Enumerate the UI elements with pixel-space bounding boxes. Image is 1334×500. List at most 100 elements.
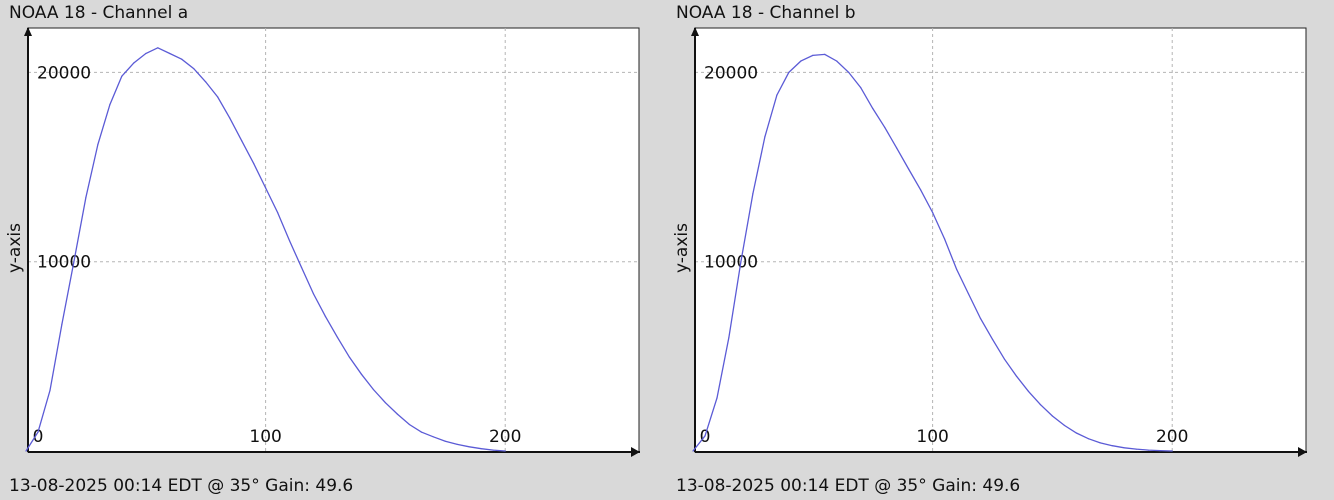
- data-point: [704, 435, 706, 437]
- data-point: [300, 266, 303, 268]
- data-point: [979, 317, 982, 320]
- data-point: [956, 268, 958, 270]
- data-point: [1159, 450, 1161, 452]
- data-point: [728, 336, 730, 338]
- data-point: [408, 423, 410, 426]
- data-point: [324, 316, 327, 318]
- data-point: [716, 397, 718, 399]
- data-point: [812, 54, 814, 57]
- data-point: [25, 450, 27, 452]
- data-point: [97, 143, 99, 145]
- x-tick-label: 0: [33, 427, 44, 447]
- data-point: [1063, 424, 1065, 426]
- data-point: [692, 450, 694, 452]
- y-tick-label: 20000: [37, 63, 91, 83]
- data-point: [1003, 358, 1006, 360]
- data-point: [860, 87, 862, 89]
- data-point: [109, 104, 111, 106]
- y-axis-arrow-icon: [691, 27, 699, 36]
- y-axis-label: y-axis: [5, 223, 25, 273]
- data-point: [145, 52, 147, 55]
- data-point: [384, 402, 386, 404]
- data-point: [1027, 390, 1030, 392]
- data-point: [1147, 449, 1149, 451]
- data-point: [848, 71, 850, 73]
- data-point: [967, 293, 970, 295]
- data-point: [265, 187, 267, 189]
- data-point: [504, 450, 506, 452]
- data-point: [157, 47, 159, 49]
- data-point: [432, 436, 434, 438]
- data-point: [788, 71, 790, 73]
- data-point: [312, 293, 315, 295]
- data-point: [420, 431, 422, 433]
- data-point: [193, 68, 195, 70]
- data-point: [1135, 448, 1137, 450]
- data-point: [372, 388, 374, 391]
- y-tick-label: 20000: [704, 63, 758, 83]
- data-point: [896, 147, 898, 149]
- data-point: [752, 193, 754, 195]
- data-point: [456, 443, 458, 445]
- data-point: [253, 162, 255, 164]
- data-point: [884, 126, 886, 128]
- data-point: [872, 107, 874, 109]
- data-point: [991, 338, 994, 340]
- y-axis-arrow-icon: [24, 27, 32, 36]
- data-point: [776, 94, 778, 96]
- data-point: [121, 75, 123, 77]
- data-point: [836, 60, 838, 62]
- chart-panel-a: NOAA 18 - Channel a 0 100 200 10000 20000 y-a…: [5, 3, 640, 496]
- y-axis-label: y-axis: [672, 223, 692, 273]
- x-axis-arrow-icon: [631, 447, 640, 457]
- data-point: [49, 389, 51, 391]
- chart-title: NOAA 18 - Channel b: [676, 3, 856, 23]
- data-point: [133, 62, 135, 64]
- data-point: [73, 261, 75, 263]
- data-point: [920, 189, 922, 191]
- chart-title: NOAA 18 - Channel a: [9, 3, 189, 23]
- data-point: [932, 211, 934, 214]
- y-tick-label: 10000: [37, 253, 91, 273]
- x-tick-label: 100: [249, 427, 281, 447]
- x-tick-label: 100: [916, 427, 948, 447]
- plot-background: [694, 27, 1307, 453]
- data-point: [217, 96, 219, 98]
- data-point: [289, 240, 291, 242]
- chart-footer-status: 13-08-2025 00:14 EDT @ 35° Gain: 49.6: [676, 476, 1021, 496]
- data-point: [1015, 375, 1018, 377]
- data-point: [241, 140, 243, 142]
- data-point: [336, 336, 339, 338]
- data-point: [85, 196, 87, 198]
- data-point: [1075, 432, 1077, 434]
- data-point: [205, 81, 207, 83]
- plot-area: 0 100 200 10000 20000 y-axis: [672, 27, 1307, 457]
- x-tick-label: 200: [489, 427, 521, 447]
- data-point: [348, 356, 351, 358]
- plot-area: 0 100 200 10000 20000 y-axis: [5, 27, 640, 457]
- chart-footer-status: 13-08-2025 00:14 EDT @ 35° Gain: 49.6: [9, 476, 354, 496]
- data-point: [492, 449, 494, 451]
- data-point: [1087, 438, 1089, 440]
- data-point: [764, 136, 766, 138]
- data-point: [360, 373, 363, 375]
- data-point: [468, 446, 470, 448]
- x-axis-arrow-icon: [1298, 447, 1307, 457]
- data-point: [277, 211, 279, 214]
- data-point: [229, 117, 231, 119]
- data-point: [1171, 450, 1173, 452]
- data-point: [740, 261, 742, 263]
- plot-background: [27, 27, 640, 453]
- data-point: [824, 53, 826, 56]
- data-point: [1099, 442, 1101, 444]
- data-point: [181, 58, 183, 60]
- data-point: [1123, 447, 1125, 449]
- data-point: [37, 431, 39, 433]
- data-point: [1039, 404, 1041, 406]
- data-point: [169, 52, 171, 55]
- data-point: [944, 238, 946, 240]
- data-point: [1051, 415, 1053, 417]
- data-point: [1111, 445, 1113, 447]
- chart-panel-b: NOAA 18 - Channel b 0 100 200 10000 20000 y-a…: [667, 0, 1334, 500]
- y-tick-label: 10000: [704, 253, 758, 273]
